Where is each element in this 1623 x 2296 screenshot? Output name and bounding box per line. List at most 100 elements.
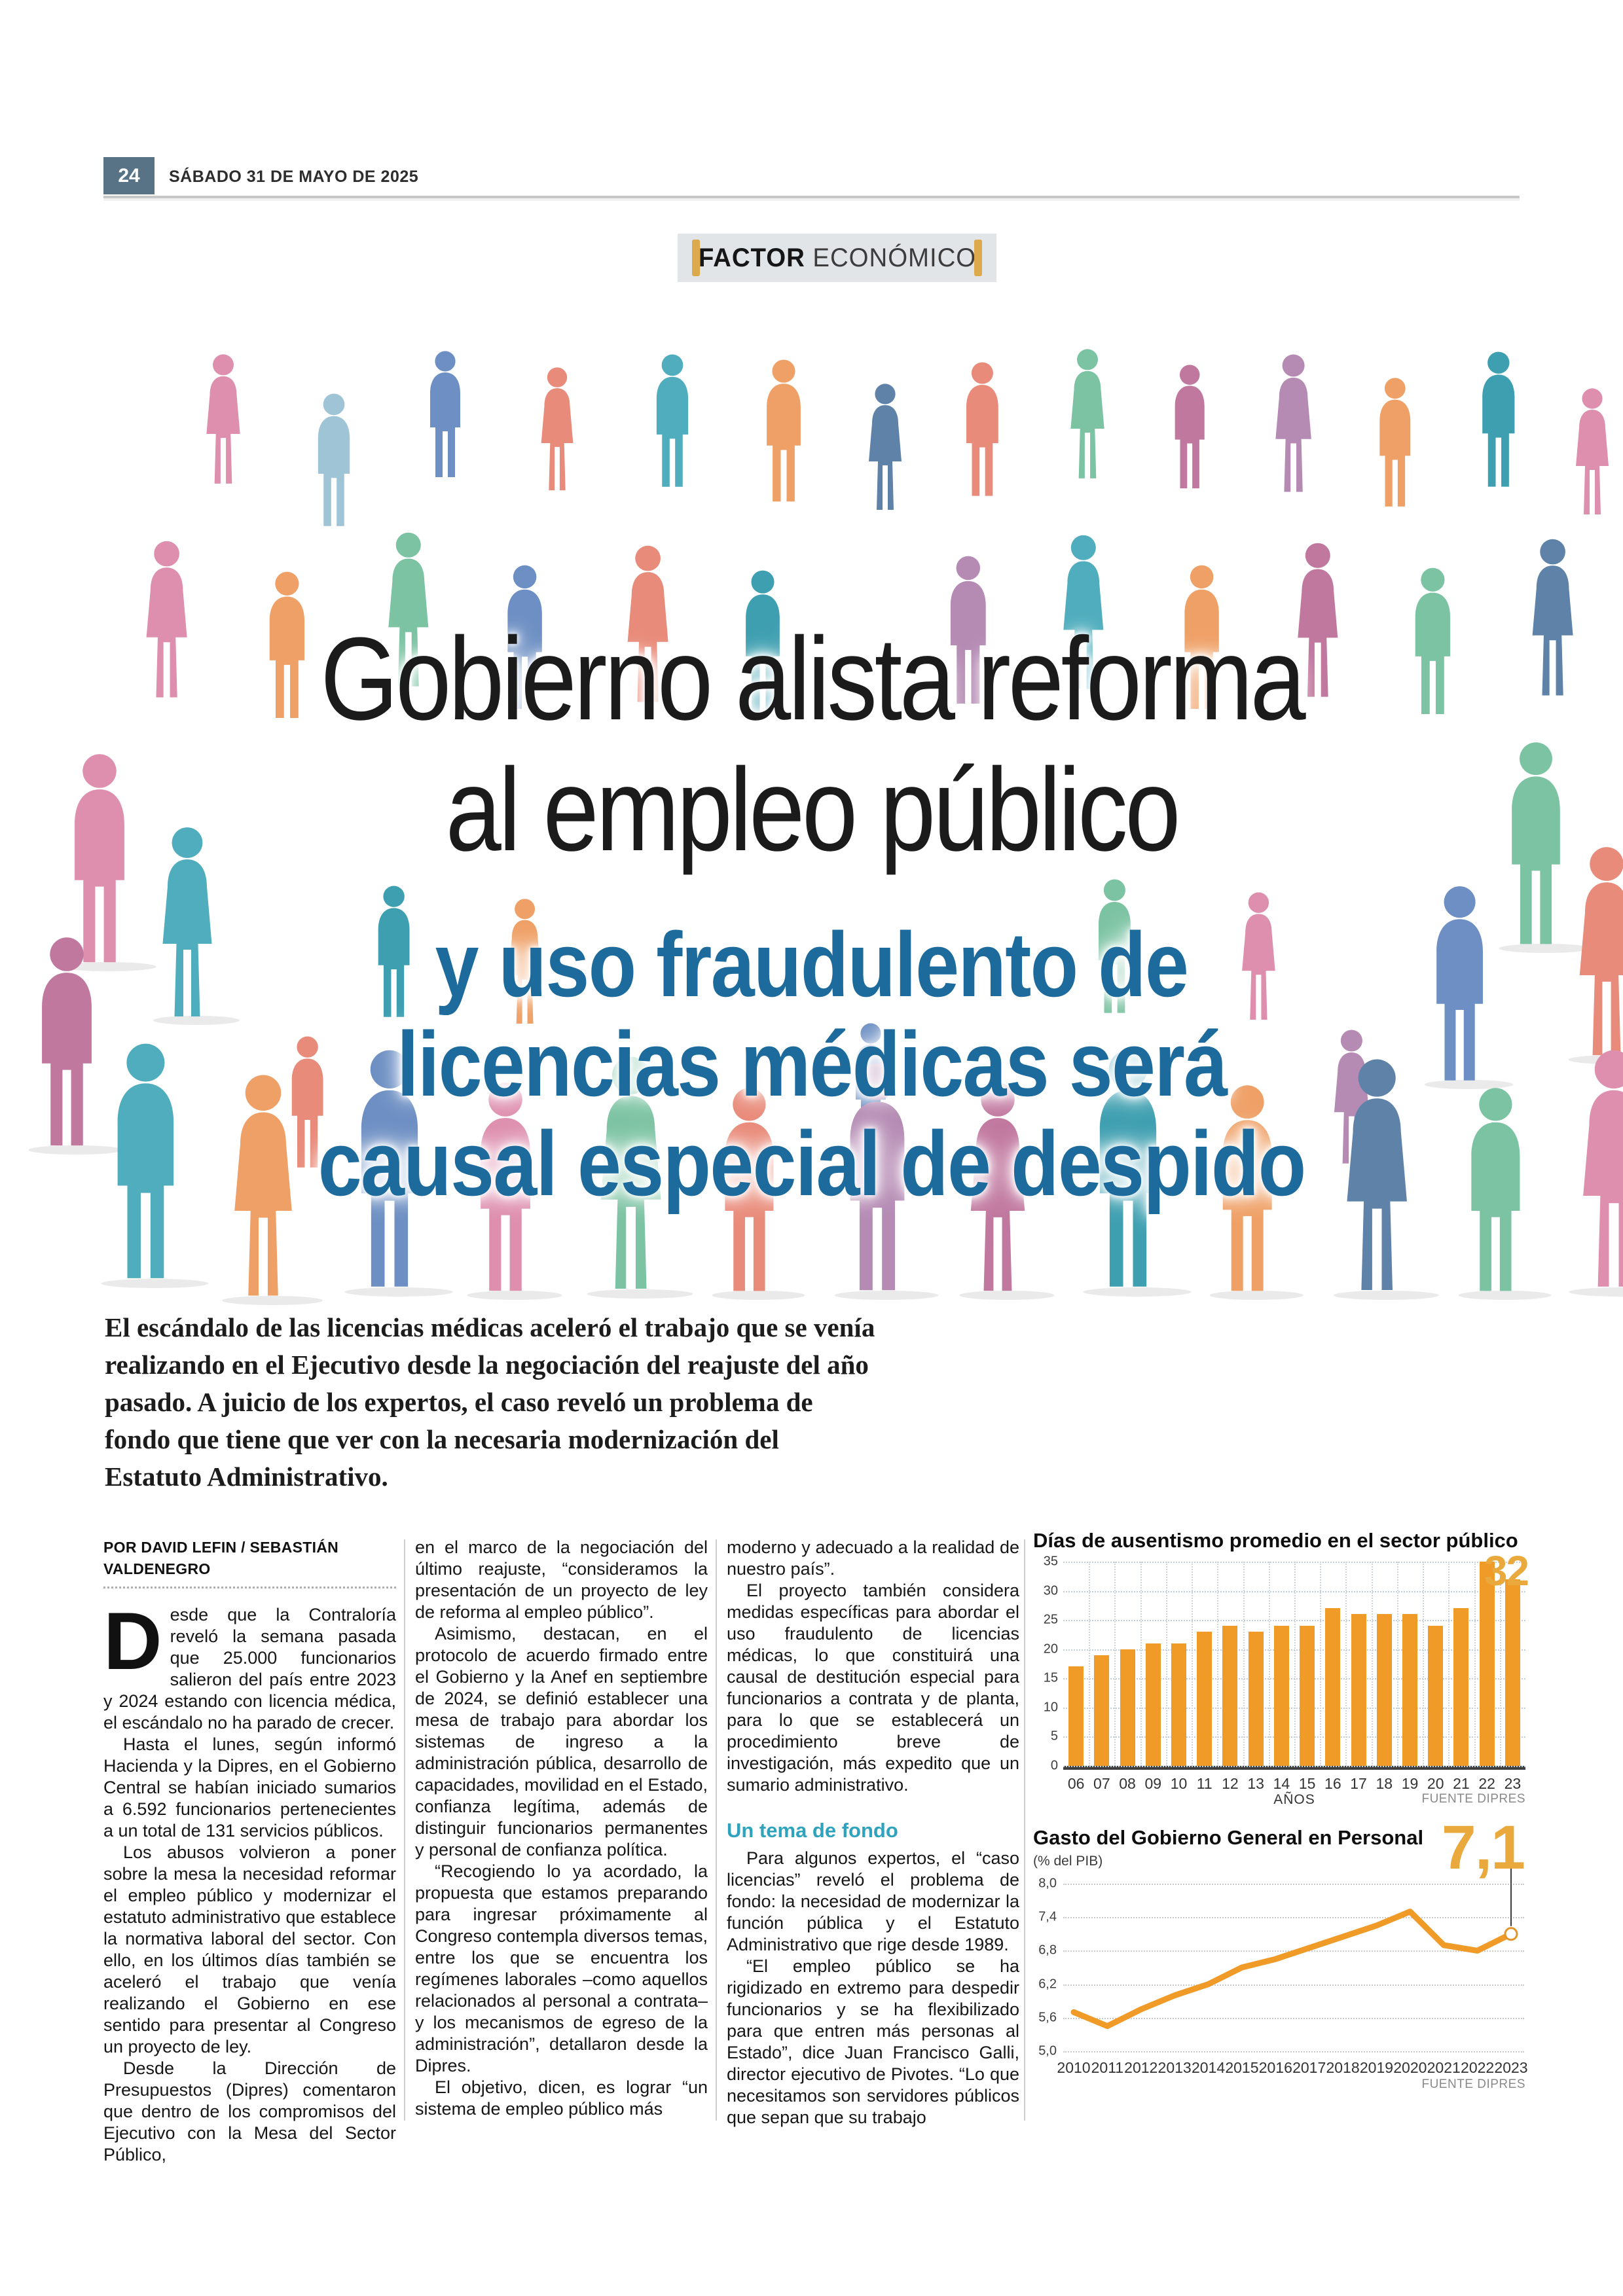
figure-shadow <box>1333 1291 1439 1300</box>
article-paragraph: Asimismo, destacan, en el protocolo de a… <box>415 1624 708 1859</box>
line-chart-subtitle: (% del PIB) <box>1033 1854 1103 1869</box>
bar-chart-x-axis-label: AÑOS <box>1273 1792 1315 1807</box>
x-axis-tick: 17 <box>1350 1775 1367 1792</box>
bar-23 <box>1504 1579 1520 1766</box>
bar-14 <box>1273 1626 1289 1766</box>
column-divider-1 <box>404 1539 405 2121</box>
bar-chart-plot: 32 0 5 10 15 20 25 30 35 06 07 08 09 10 11 12 13 14 15 16 1… <box>1044 1550 1529 1792</box>
figure-shadow <box>959 1291 1055 1300</box>
x-axis-tick: 2020 <box>1393 2059 1427 2076</box>
person-silhouette-icon <box>206 354 240 484</box>
x-axis-tick: 21 <box>1453 1775 1470 1792</box>
bar-12 <box>1222 1626 1238 1766</box>
y-axis-tick: 30 <box>1043 1583 1058 1598</box>
bar-09 <box>1145 1643 1161 1766</box>
y-axis-tick: 25 <box>1043 1612 1058 1627</box>
article-column-2: en el marco de la negociación del último… <box>415 1537 708 2120</box>
y-axis-tick: 7,4 <box>1038 1909 1057 1924</box>
person-silhouette-icon <box>1576 388 1609 514</box>
x-axis-tick: 2010 <box>1057 2059 1091 2076</box>
gridline <box>1089 1562 1091 1766</box>
figure-shadow <box>101 1279 209 1288</box>
x-axis-tick: 2016 <box>1258 2059 1292 2076</box>
gridline <box>1294 1562 1296 1766</box>
person-silhouette-icon <box>1175 365 1205 489</box>
page-number: 24 <box>118 164 140 187</box>
x-axis-tick: 22 <box>1478 1775 1495 1792</box>
y-axis-tick: 15 <box>1043 1670 1058 1685</box>
x-axis-tick: 16 <box>1324 1775 1341 1792</box>
bar-17 <box>1351 1614 1366 1766</box>
bar-10 <box>1171 1643 1186 1766</box>
x-axis-tick: 23 <box>1504 1775 1522 1792</box>
bar-07 <box>1094 1655 1110 1766</box>
y-axis-tick: 35 <box>1043 1554 1058 1569</box>
figure-shadow <box>834 1291 939 1300</box>
bar-11 <box>1197 1631 1213 1766</box>
figure-shadow <box>712 1291 805 1300</box>
gridline <box>1371 1562 1373 1766</box>
gridline <box>1063 1984 1524 1986</box>
article-paragraph: El proyecto también considera medidas es… <box>727 1581 1019 1795</box>
article-column-1: POR DAVID LEFIN / SEBASTIÁN VALDENEGRO D… <box>103 1537 396 2166</box>
x-axis-tick: 2019 <box>1359 2059 1394 2076</box>
x-axis-tick: 15 <box>1298 1775 1316 1792</box>
sub-headline: y uso fraudulento de licencias médicas s… <box>0 915 1623 1213</box>
line-chart: Gasto del Gobierno General en Personal (… <box>1033 1817 1528 2097</box>
x-axis-tick: 2022 <box>1461 2059 1495 2076</box>
bar-20 <box>1428 1626 1444 1766</box>
bar-22 <box>1479 1562 1495 1766</box>
y-axis-tick: 10 <box>1043 1700 1058 1715</box>
x-axis-tick: 2015 <box>1225 2059 1259 2076</box>
article-paragraph: Desde la Dirección de Presupuestos (Dipr… <box>103 2058 396 2164</box>
line-chart-source: FUENTE DIPRES <box>1421 2077 1525 2091</box>
subheadline-line-1: y uso fraudulento de <box>435 913 1189 1016</box>
gridline <box>1448 1562 1450 1766</box>
x-axis-tick: 13 <box>1247 1775 1264 1792</box>
kicker-light: ECONÓMICO <box>812 243 976 272</box>
gridline <box>1063 2051 1524 2053</box>
section-kicker: FACTOR ECONÓMICO <box>678 234 996 282</box>
article-paragraph: Hasta el lunes, según informó Hacienda y… <box>103 1734 396 1840</box>
x-axis-tick: 11 <box>1196 1775 1213 1792</box>
gridline <box>1474 1562 1476 1766</box>
gridline <box>1423 1562 1425 1766</box>
person-silhouette-icon <box>1482 351 1515 487</box>
y-axis-tick: 20 <box>1043 1641 1058 1657</box>
y-axis-tick: 5,6 <box>1038 2010 1057 2025</box>
line-chart-title: Gasto del Gobierno General en Personal <box>1033 1826 1424 1849</box>
bar-21 <box>1453 1608 1469 1766</box>
gridline <box>1140 1562 1142 1766</box>
article-column-3: moderno y adecuado a la realidad de nues… <box>727 1537 1019 2128</box>
bar-chart-title: Días de ausentismo promedio en el sector… <box>1033 1529 1518 1552</box>
x-axis-tick: 10 <box>1170 1775 1188 1792</box>
gridline <box>1165 1562 1167 1766</box>
page-number-box: 24 <box>103 157 155 194</box>
gridline <box>1217 1562 1219 1766</box>
gridline <box>1320 1562 1322 1766</box>
column-divider-3 <box>1024 1539 1025 2121</box>
headline-line-2: al empleo público <box>445 744 1180 876</box>
article-paragraph: “El empleo público se ha rigidizado en e… <box>727 1956 1019 2127</box>
bar-19 <box>1402 1614 1417 1766</box>
article-paragraph: Los abusos volvieron a poner sobre la me… <box>103 1842 396 2056</box>
article-paragraph: en el marco de la negociación del último… <box>415 1537 708 1622</box>
line-chart-plot: 8,0 7,4 6,8 6,2 5,6 5,0 2010 2011 2012 2013 2014 20… <box>1038 1867 1528 2076</box>
bar-08 <box>1120 1649 1135 1766</box>
gridline <box>1063 1884 1524 1885</box>
article-paragraph: “Recogiendo lo ya acordado, la propuesta… <box>415 1861 708 2075</box>
x-axis-tick: 19 <box>1401 1775 1419 1792</box>
figure-shadow <box>1458 1291 1552 1300</box>
bar-06 <box>1068 1666 1084 1766</box>
person-silhouette-icon <box>869 384 902 510</box>
bar-chart: Días de ausentismo promedio en el sector… <box>1033 1529 1529 1812</box>
kicker-bold: FACTOR <box>698 243 805 272</box>
figure-shadow <box>222 1296 323 1305</box>
bar-15 <box>1300 1626 1315 1766</box>
person-silhouette-icon <box>767 359 801 502</box>
x-axis-tick: 2018 <box>1326 2059 1360 2076</box>
figure-shadow <box>1569 1287 1623 1297</box>
gridline <box>1063 1917 1524 1919</box>
page-date: SÁBADO 31 DE MAYO DE 2025 <box>169 168 419 186</box>
